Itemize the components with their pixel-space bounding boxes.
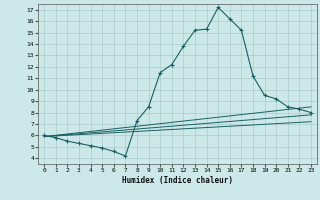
X-axis label: Humidex (Indice chaleur): Humidex (Indice chaleur) — [122, 176, 233, 185]
